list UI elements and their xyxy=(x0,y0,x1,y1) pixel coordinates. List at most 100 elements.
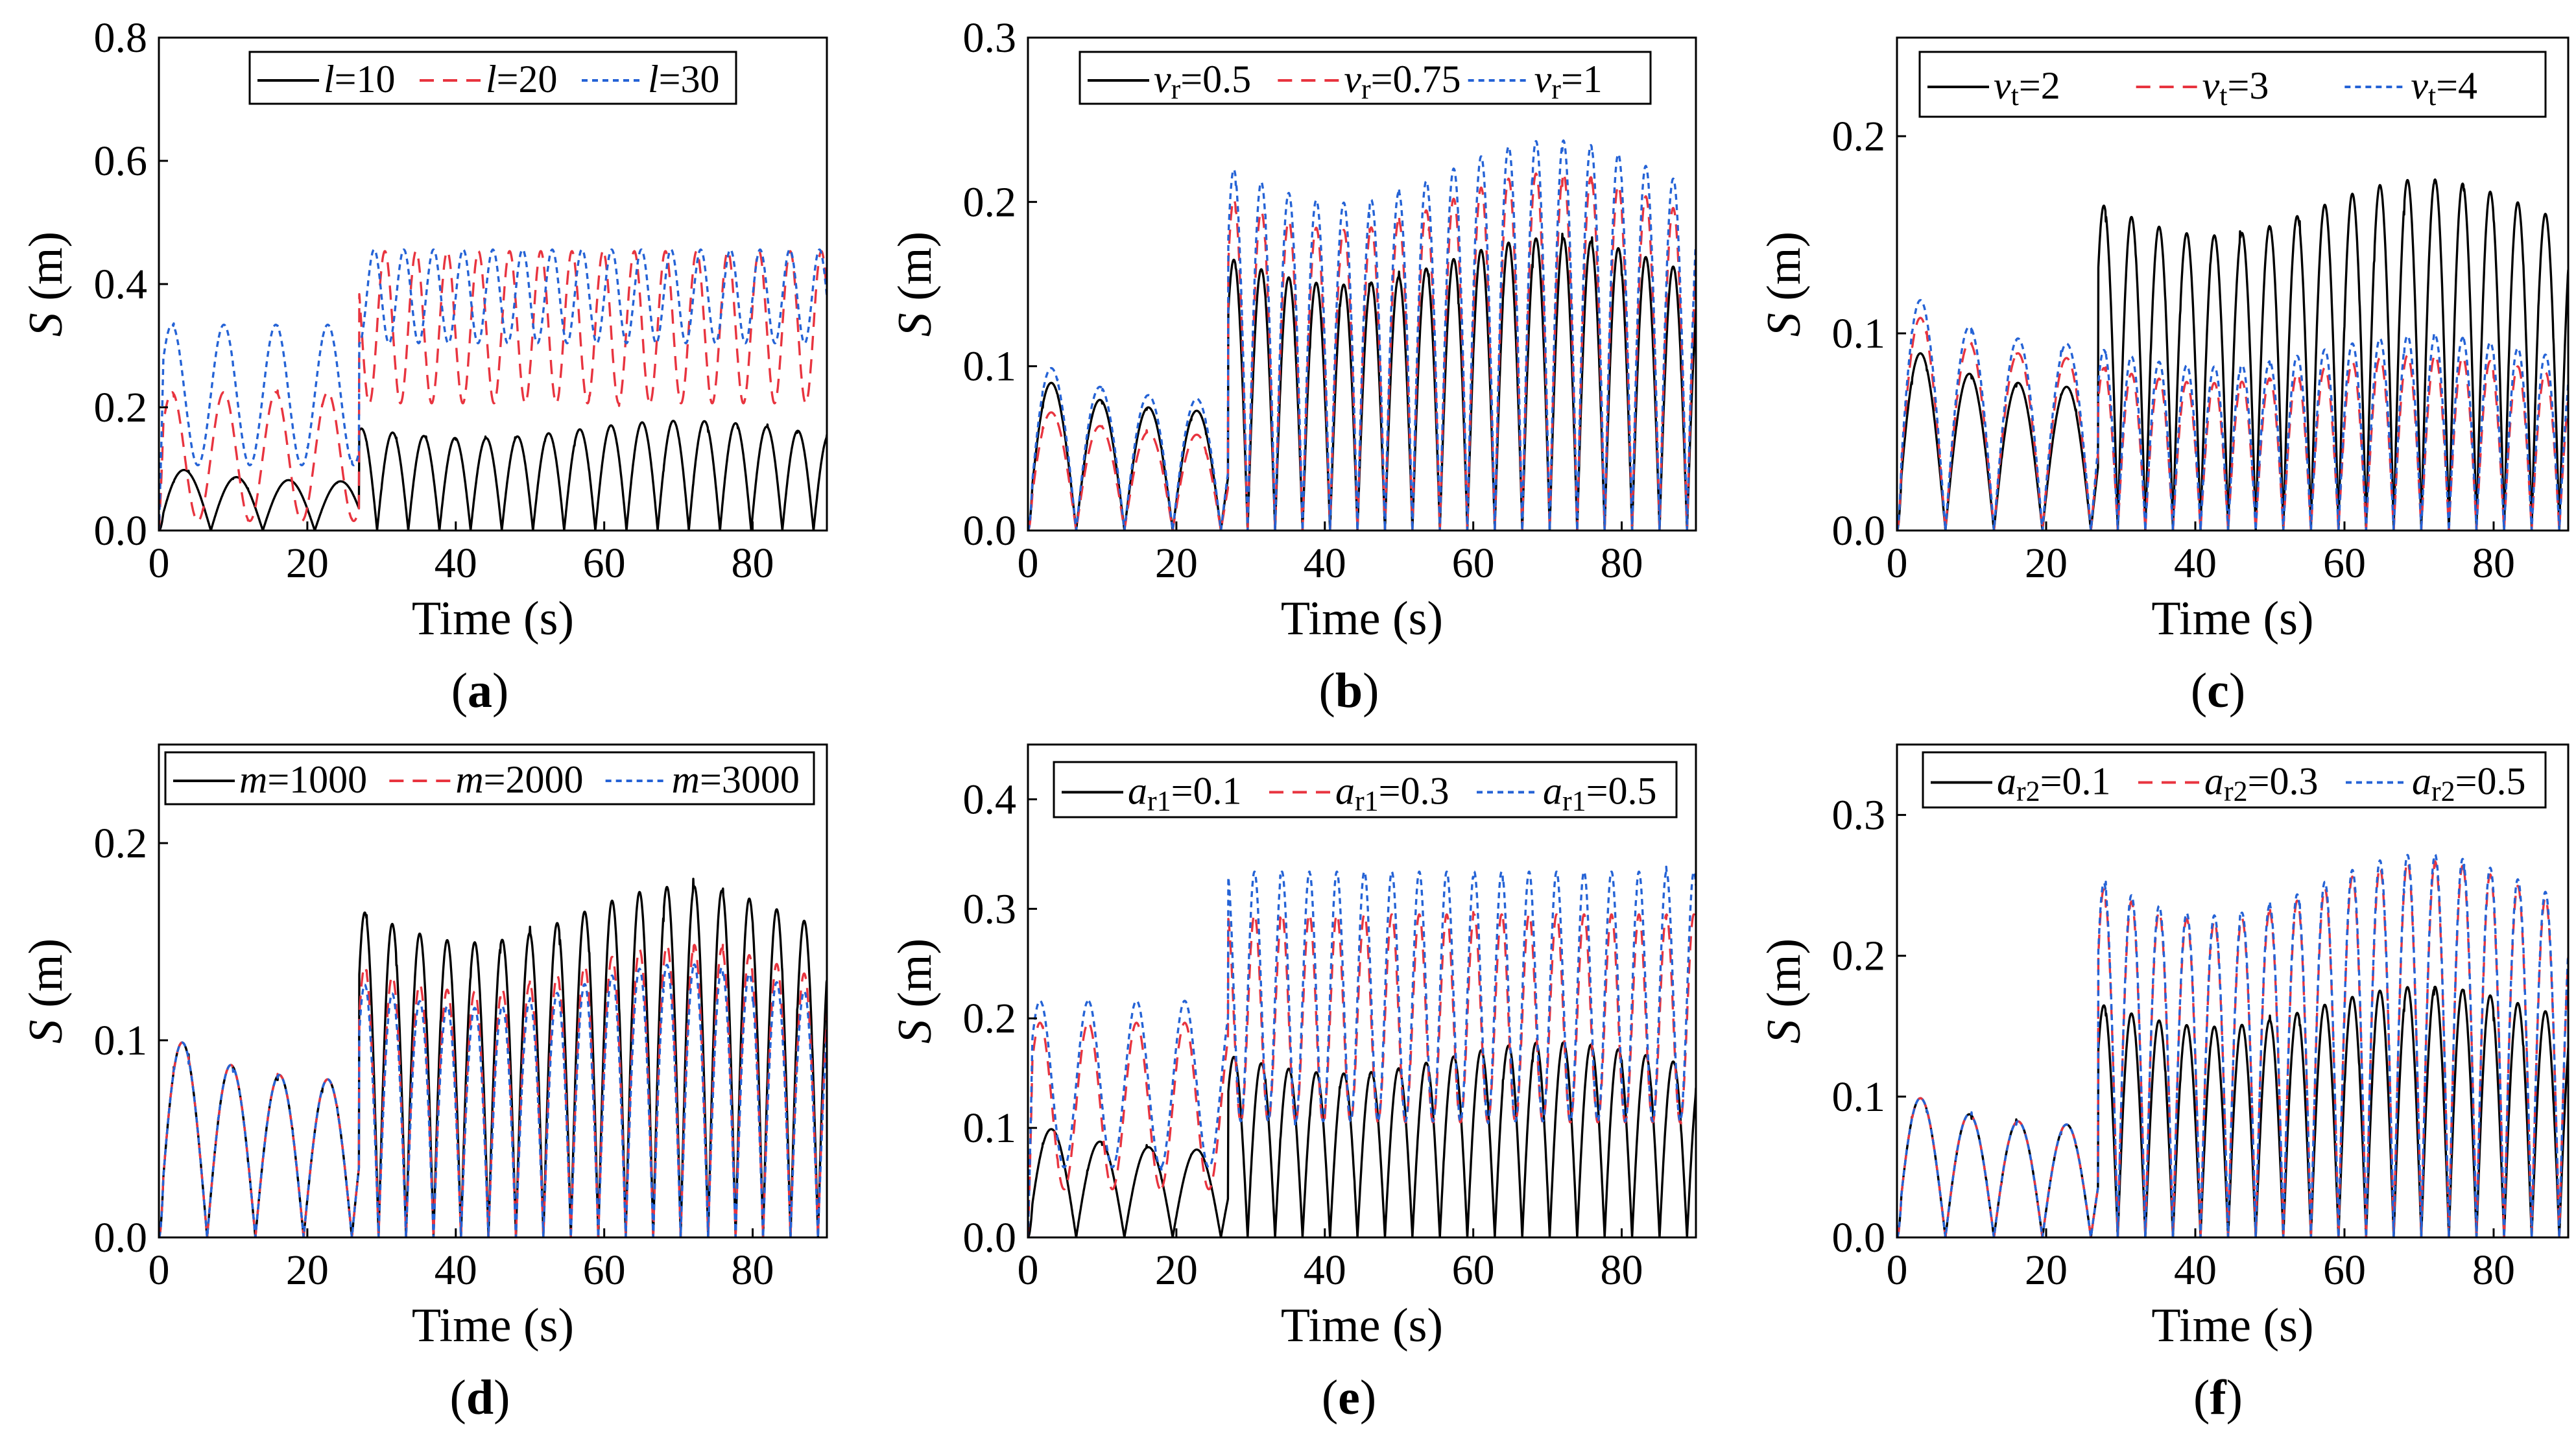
panel-f: 0 20 40 60 80 0.0 0.1 0.2 0.3 Time (s) S (m) (f) ar2… xyxy=(1758,743,2570,1425)
y-tick-label: 0.0 xyxy=(1832,1214,1886,1261)
x-axis-label: Time (s) xyxy=(1281,1299,1443,1352)
y-axis-label: S (m) xyxy=(19,232,73,337)
x-axis-label: Time (s) xyxy=(2151,1299,2313,1352)
y-tick-label: 0.4 xyxy=(963,776,1017,823)
series-c-3 xyxy=(1897,299,2568,531)
x-tick-label: 20 xyxy=(286,540,329,587)
x-tick-label: 20 xyxy=(1155,540,1198,587)
x-tick-label: 0 xyxy=(149,540,170,587)
series-c-1 xyxy=(1897,178,2568,531)
series-d-1 xyxy=(159,877,827,1237)
panel-b: 0 20 40 60 80 0.0 0.1 0.2 0.3 Time (s) S (m) (b) vr=… xyxy=(888,14,1697,718)
panel-a: 0 20 40 60 80 0.0 0.2 0.4 0.6 0.8 Time (s) S (m) (a)… xyxy=(19,14,828,718)
y-tick-label: 0.0 xyxy=(94,507,148,555)
x-axis-label: Time (s) xyxy=(412,592,574,645)
series-c-2 xyxy=(1897,316,2568,531)
legend: vr=0.5 vr=0.75 vr=1 xyxy=(1079,51,1652,105)
y-tick-label: 0.1 xyxy=(1832,310,1886,357)
legend-box xyxy=(1053,761,1678,818)
x-tick-label: 80 xyxy=(732,540,774,587)
x-tick-label: 0 xyxy=(1018,1247,1039,1294)
legend-entry: l=20 xyxy=(486,58,558,101)
legend: l=10 l=20 l=30 xyxy=(248,51,737,105)
x-tick-label: 60 xyxy=(1452,1247,1495,1294)
legend-entry: ar2=0.3 xyxy=(2204,760,2319,807)
axes-frame xyxy=(1027,36,1697,532)
y-tick-label: 0.2 xyxy=(94,384,148,431)
x-tick-label: 20 xyxy=(2025,1247,2068,1294)
x-axis-label: Time (s) xyxy=(1281,592,1443,645)
y-tick-label: 0.0 xyxy=(963,1214,1017,1261)
legend-entry: vr=0.5 xyxy=(1154,58,1251,105)
y-tick-label: 0.3 xyxy=(1832,792,1886,839)
series-d-3 xyxy=(159,963,827,1237)
series-a-1 xyxy=(159,420,827,531)
legend: m=1000 m=2000 m=3000 xyxy=(164,751,815,806)
y-tick-label: 0.2 xyxy=(963,995,1017,1042)
legend-box xyxy=(164,751,815,806)
legend-entry: m=2000 xyxy=(455,758,583,801)
legend-box xyxy=(248,51,737,105)
legend-entry: vt=4 xyxy=(2411,64,2477,112)
legend-entry: ar1=0.5 xyxy=(1543,770,1657,817)
legend-entry: vt=3 xyxy=(2202,64,2269,112)
series-e-1 xyxy=(1028,1041,1696,1237)
legend: vt=2 vt=3 vt=4 xyxy=(1918,51,2547,118)
legend-entry: m=3000 xyxy=(672,758,800,801)
x-tick-label: 80 xyxy=(2472,540,2515,587)
y-tick-label: 0.1 xyxy=(94,1017,148,1064)
panel-label: (e) xyxy=(1322,1370,1376,1425)
axes-frame xyxy=(1027,743,1697,1239)
legend-entry: m=1000 xyxy=(239,758,367,801)
series-b-3 xyxy=(1028,139,1696,531)
x-tick-label: 40 xyxy=(435,1247,477,1294)
legend-entry: l=10 xyxy=(324,58,396,101)
y-tick-label: 0.2 xyxy=(963,178,1017,226)
legend-entry: vt=2 xyxy=(1994,64,2060,112)
y-axis-label: S (m) xyxy=(19,938,73,1044)
x-tick-label: 80 xyxy=(732,1247,774,1294)
legend-box xyxy=(1922,751,2547,809)
series-f-2 xyxy=(1897,860,2568,1237)
legend-entry: ar1=0.3 xyxy=(1335,770,1449,817)
y-tick-label: 0.0 xyxy=(1832,507,1886,555)
panel-label: (d) xyxy=(450,1370,510,1425)
x-tick-label: 20 xyxy=(286,1247,329,1294)
series-e-2 xyxy=(1028,911,1696,1237)
legend-entry: ar2=0.1 xyxy=(1997,760,2111,807)
y-axis-label: S (m) xyxy=(888,938,942,1044)
y-tick-label: 0.3 xyxy=(963,14,1017,62)
x-tick-label: 0 xyxy=(1887,1247,1908,1294)
x-tick-label: 60 xyxy=(2323,540,2366,587)
axes-frame xyxy=(1896,743,2570,1239)
panel-label: (a) xyxy=(451,663,509,718)
y-tick-label: 0.0 xyxy=(94,1214,148,1261)
y-tick-label: 0.6 xyxy=(94,137,148,185)
y-tick-label: 0.8 xyxy=(94,14,148,62)
series-e-3 xyxy=(1028,865,1696,1237)
x-tick-label: 40 xyxy=(2174,540,2217,587)
y-tick-label: 0.2 xyxy=(94,820,148,867)
legend-box xyxy=(1918,51,2547,118)
x-tick-label: 0 xyxy=(1018,540,1039,587)
x-tick-label: 40 xyxy=(2174,1247,2217,1294)
x-tick-label: 40 xyxy=(435,540,477,587)
panel-d: 0 20 40 60 80 0.0 0.1 0.2 Time (s) S (m) (d) m=1000… xyxy=(19,743,828,1425)
x-tick-label: 20 xyxy=(2025,540,2068,587)
series-a-2 xyxy=(159,249,827,531)
y-tick-label: 0.3 xyxy=(963,885,1017,933)
x-axis-label: Time (s) xyxy=(412,1299,574,1352)
legend-entry: ar2=0.5 xyxy=(2412,760,2526,807)
x-tick-label: 60 xyxy=(583,540,626,587)
panel-label: (b) xyxy=(1319,663,1379,718)
y-tick-label: 0.2 xyxy=(1832,933,1886,980)
x-tick-label: 80 xyxy=(1601,540,1643,587)
y-axis-label: S (m) xyxy=(1758,938,1811,1044)
legend: ar1=0.1 ar1=0.3 ar1=0.5 xyxy=(1053,761,1678,818)
y-tick-label: 0.1 xyxy=(1832,1073,1886,1121)
panel-label: (c) xyxy=(2191,663,2245,718)
x-tick-label: 80 xyxy=(2472,1247,2515,1294)
y-tick-label: 0.0 xyxy=(963,507,1017,555)
